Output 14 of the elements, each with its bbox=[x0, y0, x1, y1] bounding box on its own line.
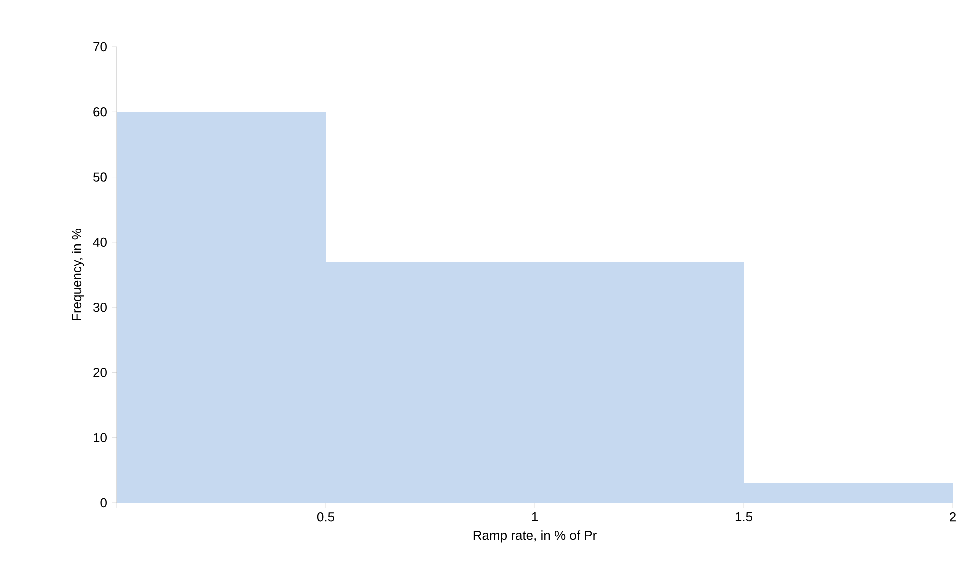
x-tick-label: 1 bbox=[532, 512, 538, 522]
y-tick-label: 10 bbox=[94, 433, 107, 442]
y-tick-label: 30 bbox=[94, 302, 107, 312]
y-tick-label: 0 bbox=[100, 498, 107, 508]
y-tick-label: 20 bbox=[94, 368, 107, 378]
y-tick-label: 60 bbox=[94, 108, 107, 117]
y-tick-label: 50 bbox=[94, 172, 107, 182]
x-tick-label: 0.5 bbox=[317, 512, 334, 522]
y-tick-label: 40 bbox=[93, 238, 107, 248]
y-axis-title: Frequency, in % bbox=[72, 228, 84, 320]
x-axis-title: Ramp rate, in % of Pr bbox=[474, 530, 597, 543]
y-tick-label: 70 bbox=[94, 42, 107, 52]
x-tick-label: 1.5 bbox=[736, 512, 752, 522]
x-tick-label: 2 bbox=[950, 512, 956, 522]
